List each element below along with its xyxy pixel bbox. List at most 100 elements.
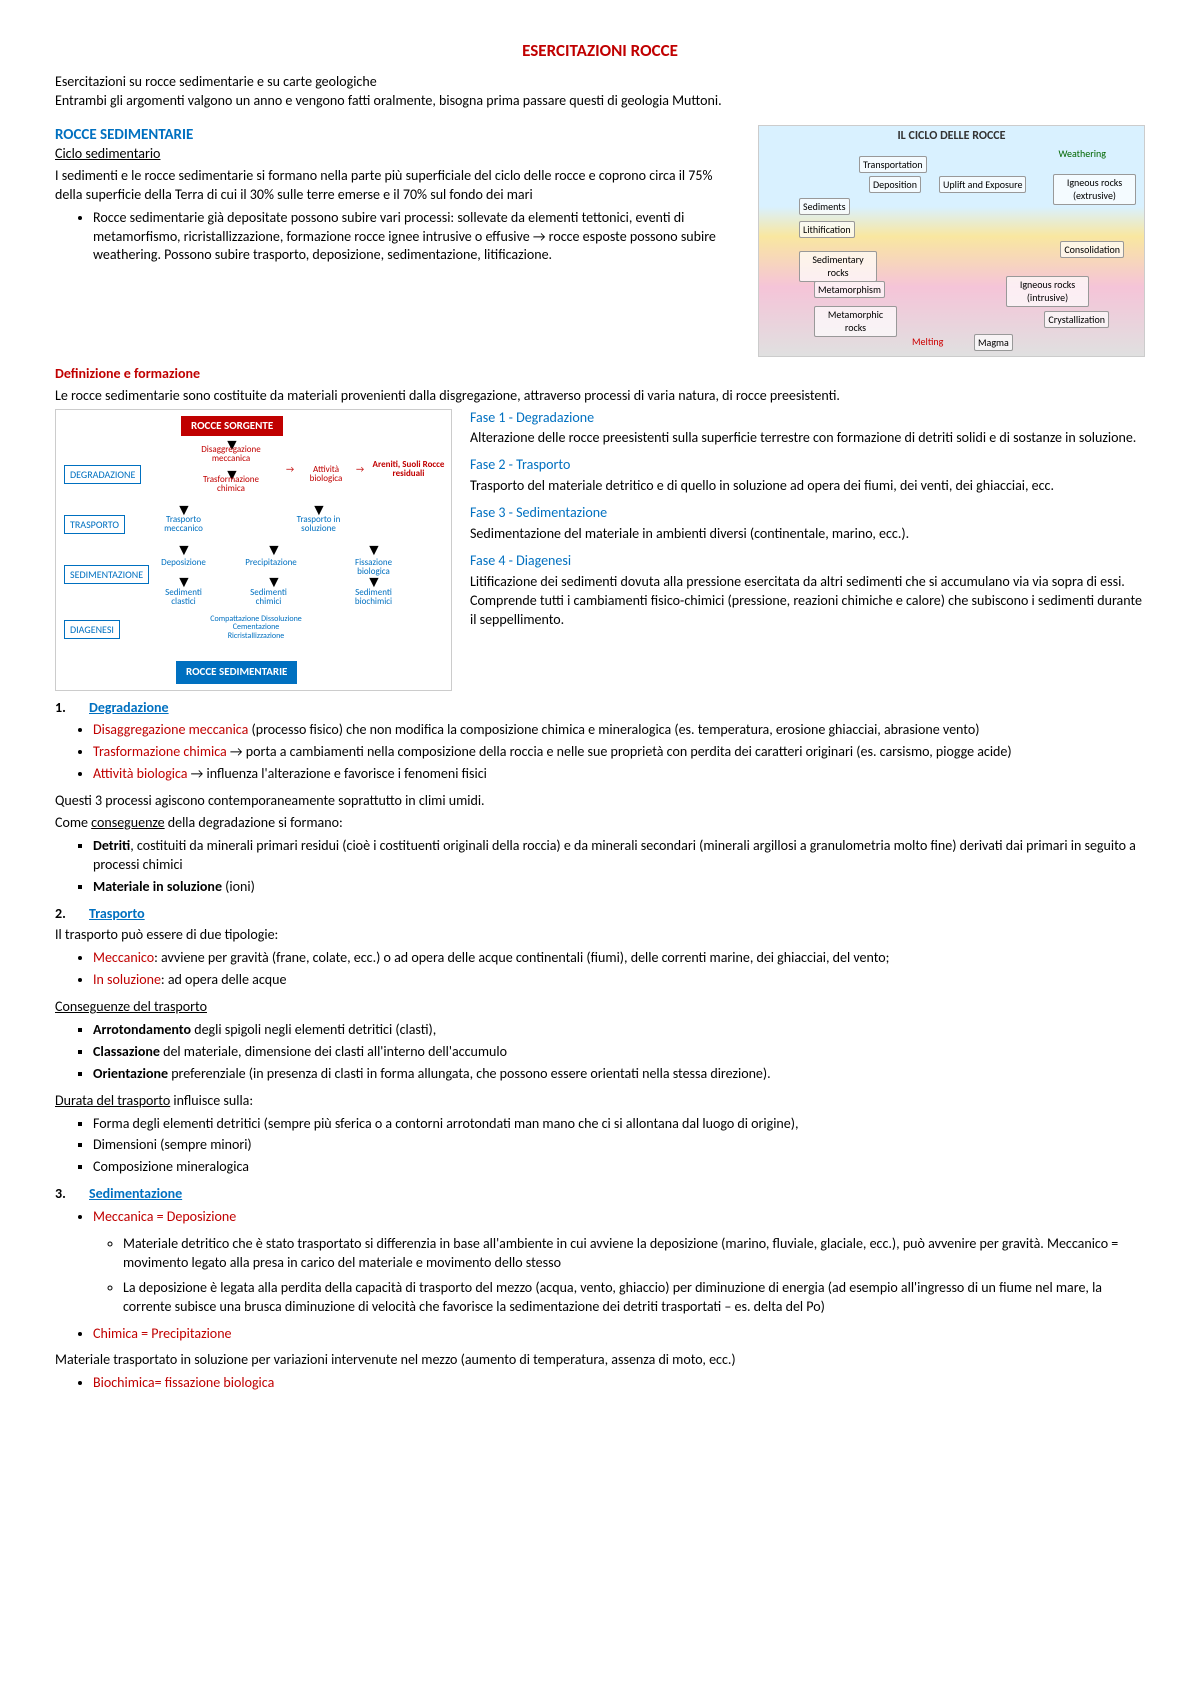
degr-sq1: Detriti, costituiti da minerali primari … [93, 837, 1145, 875]
d2-areniti: Areniti, Suoli Rocce residuali [371, 460, 446, 480]
trasp-s3-b: Orientazione [93, 1065, 168, 1082]
d2-diagenesi-box: DIAGENESI [64, 620, 120, 640]
d2-trasporto-box: TRASPORTO [64, 515, 125, 535]
degr-bullet1: Disaggregazione meccanica (processo fisi… [93, 721, 1145, 740]
phase4-title: Fase 4 - Diagenesi [470, 552, 1145, 571]
phase1-text: Alterazione delle rocce preesistenti sul… [470, 429, 1145, 448]
num-1: 1. [55, 699, 71, 718]
degr-s1-r: , costituiti da minerali primari residui… [93, 837, 1136, 873]
degr-cons-lead: Come [55, 814, 91, 831]
d2-diagenesi-processes: Compattazione Dissoluzione Cementazione … [206, 615, 306, 641]
trasp-d1: Forma degli elementi detritici (sempre p… [93, 1115, 1145, 1134]
trasp-b1-rest: : avviene per gravità (frane, colate, ec… [154, 949, 889, 966]
degr-cons-u: conseguenze [91, 814, 164, 831]
d2-sed-chimici: Sedimenti chimici [241, 588, 296, 608]
ciclo-bullet: Rocce sedimentarie già depositate posson… [93, 209, 740, 266]
phase4-text: Litificazione dei sedimenti dovuta alla … [470, 573, 1145, 630]
page-title: ESERCITAZIONI ROCCE [55, 40, 1145, 63]
sub-ciclo-sedimentario: Ciclo sedimentario [55, 145, 740, 164]
heading-trasporto: 2. Trasporto [55, 905, 1145, 924]
heading-sedimentazione: 3. Sedimentazione [55, 1185, 1145, 1204]
d2-disaggregazione: Disaggregazione meccanica [196, 445, 266, 465]
heading-definizione: Definizione e formazione [55, 365, 1145, 384]
sed-p2: Materiale trasportato in soluzione per v… [55, 1351, 1145, 1370]
d2-sedimentazione-box: SEDIMENTAZIONE [64, 565, 149, 585]
trasp-sq2: Classazione del materiale, dimensione de… [93, 1043, 1145, 1062]
label-magma: Magma [974, 334, 1013, 352]
d2-degradazione-box: DEGRADAZIONE [64, 465, 141, 485]
heading-rocce-sedimentarie: ROCCE SEDIMENTARIE [55, 125, 740, 145]
title-sedimentazione: Sedimentazione [89, 1185, 182, 1204]
label-sedimentary-rocks: Sedimentary rocks [799, 251, 877, 282]
sed-bullet2: Chimica = Precipitazione [93, 1325, 1145, 1344]
trasp-sq1: Arrotondamento degli spigoli negli eleme… [93, 1021, 1145, 1040]
trasp-d3: Composizione mineralogica [93, 1158, 1145, 1177]
label-igneous-intrusive: Igneous rocks (intrusive) [1006, 276, 1089, 307]
sed-b1: Meccanica = Deposizione [93, 1208, 236, 1225]
trasp-dur-r: influisce sulla: [170, 1092, 253, 1109]
sed-bullet3: Biochimica= fissazione biologica [93, 1374, 1145, 1393]
d2-attivita-bio: Attività biologica [301, 465, 351, 485]
label-sediments: Sediments [799, 198, 850, 216]
label-transportation: Transportation [859, 156, 927, 174]
label-consolidation: Consolidation [1060, 241, 1124, 259]
label-lithification: Lithification [799, 221, 855, 239]
num-2: 2. [55, 905, 71, 924]
degr-conseguenze-line: Come conseguenze della degradazione si f… [55, 814, 1145, 833]
label-metamorphic-rocks: Metamorphic rocks [814, 306, 897, 337]
label-melting: Melting [909, 334, 946, 350]
title-degradazione: Degradazione [89, 699, 169, 718]
label-deposition: Deposition [869, 176, 921, 194]
d2-trasformazione: Trasformazione chimica [196, 475, 266, 495]
label-metamorphism: Metamorphism [814, 281, 885, 299]
d2-deposizione: Deposizione [156, 558, 211, 568]
sed-c2: La deposizione è legata alla perdita del… [123, 1279, 1145, 1317]
trasp-s1-b: Arrotondamento [93, 1021, 191, 1038]
sedimentary-process-diagram: ROCCE SORGENTE DEGRADAZIONE TRASPORTO SE… [55, 409, 452, 691]
trasp-s2-r: del materiale, dimensione dei clasti all… [160, 1043, 507, 1060]
degr-b3-lead: Attività biologica [93, 765, 188, 782]
trasp-bullet2: In soluzione: ad opera delle acque [93, 971, 1145, 990]
sed-b2: Chimica = Precipitazione [93, 1325, 232, 1342]
trasp-dur-u: Durata del trasporto [55, 1092, 170, 1109]
d2-rocce-sorgente: ROCCE SORGENTE [181, 416, 283, 437]
d2-precipitazione: Precipitazione [241, 558, 301, 568]
label-crystallization: Crystallization [1044, 311, 1109, 329]
phase2-text: Trasporto del materiale detritico e di q… [470, 477, 1145, 496]
rock-cycle-diagram: IL CICLO DELLE ROCCE Weathering Transpor… [758, 125, 1145, 357]
trasp-d2: Dimensioni (sempre minori) [93, 1136, 1145, 1155]
degr-after: Questi 3 processi agiscono contemporanea… [55, 792, 1145, 811]
d2-sed-clastici: Sedimenti clastici [156, 588, 211, 608]
phase2-title: Fase 2 - Trasporto [470, 456, 1145, 475]
degr-sq2: Materiale in soluzione (ioni) [93, 878, 1145, 897]
trasp-b2-rest: : ad opera delle acque [161, 971, 287, 988]
degr-b3-rest: → influenza l'alterazione e favorisce i … [188, 765, 487, 782]
degr-bullet2: Trasformazione chimica → porta a cambiam… [93, 743, 1145, 762]
phase1-title: Fase 1 - Degradazione [470, 409, 1145, 428]
sed-c1: Materiale detritico che è stato trasport… [123, 1235, 1145, 1273]
d2-trasp-sol: Trasporto in soluzione [291, 515, 346, 535]
phase3-text: Sedimentazione del materiale in ambienti… [470, 525, 1145, 544]
trasp-s3-r: preferenziale (in presenza di clasti in … [168, 1065, 771, 1082]
degr-cons-rest: della degradazione si formano: [165, 814, 343, 831]
degr-s2-b: Materiale in soluzione [93, 878, 222, 895]
label-weathering: Weathering [1055, 146, 1109, 162]
diagram1-title: IL CICLO DELLE ROCCE [759, 128, 1144, 144]
degr-s1-b: Detriti [93, 837, 130, 854]
degr-s2-r: (ioni) [222, 878, 255, 895]
heading-degradazione: 1. Degradazione [55, 699, 1145, 718]
trasp-s2-b: Classazione [93, 1043, 160, 1060]
trasp-conseguenze-title: Conseguenze del trasporto [55, 998, 1145, 1017]
phase3-title: Fase 3 - Sedimentazione [470, 504, 1145, 523]
num-3: 3. [55, 1185, 71, 1204]
trasp-b2-lead: In soluzione [93, 971, 161, 988]
intro-line2: Entrambi gli argomenti valgono un anno e… [55, 92, 1145, 111]
d2-rocce-sedimentarie: ROCCE SEDIMENTARIE [176, 661, 297, 684]
trasp-intro: Il trasporto può essere di due tipologie… [55, 926, 1145, 945]
trasp-s1-r: degli spigoli negli elementi detritici (… [191, 1021, 436, 1038]
title-trasporto: Trasporto [89, 905, 145, 924]
degr-b2-rest: → porta a cambiamenti nella composizione… [227, 743, 1012, 760]
degr-b1-lead: Disaggregazione meccanica [93, 721, 248, 738]
trasp-b1-lead: Meccanico [93, 949, 154, 966]
trasp-durata-line: Durata del trasporto influisce sulla: [55, 1092, 1145, 1111]
